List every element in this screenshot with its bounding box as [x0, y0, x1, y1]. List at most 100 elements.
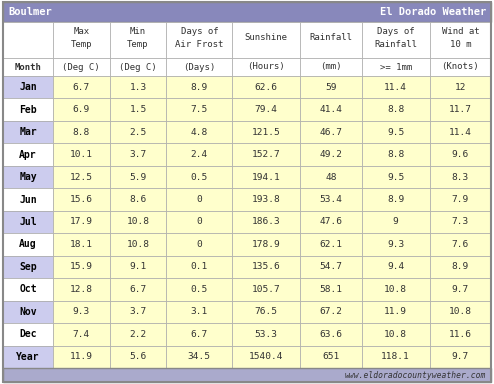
- Bar: [166, 323, 232, 346]
- Bar: [300, 166, 362, 188]
- Bar: [110, 143, 166, 166]
- Text: 10.8: 10.8: [126, 217, 150, 227]
- Text: May: May: [19, 172, 37, 182]
- Bar: [110, 76, 166, 98]
- Text: 79.4: 79.4: [255, 105, 278, 114]
- Text: 0: 0: [197, 240, 202, 249]
- Text: Sep: Sep: [19, 262, 37, 272]
- Text: Apr: Apr: [19, 150, 37, 160]
- Bar: [53, 98, 110, 121]
- Text: El Dorado Weather: El Dorado Weather: [380, 7, 486, 17]
- Text: Boulmer: Boulmer: [8, 7, 52, 17]
- Text: 63.6: 63.6: [320, 330, 342, 339]
- Bar: [232, 323, 300, 346]
- Bar: [110, 278, 166, 301]
- Text: 6.9: 6.9: [73, 105, 90, 114]
- Bar: [430, 256, 491, 278]
- Bar: [232, 211, 300, 233]
- Bar: [300, 323, 362, 346]
- Text: 8.9: 8.9: [452, 262, 469, 271]
- Text: Aug: Aug: [19, 240, 37, 250]
- Text: 0: 0: [197, 195, 202, 204]
- Bar: [53, 143, 110, 166]
- Text: 12.8: 12.8: [70, 285, 93, 294]
- Text: 1540.4: 1540.4: [249, 352, 284, 361]
- Text: 1.3: 1.3: [129, 83, 147, 92]
- Text: 9.6: 9.6: [452, 150, 469, 159]
- Text: Days of
Air Frost: Days of Air Frost: [175, 27, 223, 49]
- Text: 8.8: 8.8: [73, 127, 90, 137]
- Bar: [300, 278, 362, 301]
- Bar: [53, 188, 110, 211]
- Bar: [3, 256, 53, 278]
- Bar: [110, 188, 166, 211]
- Bar: [430, 98, 491, 121]
- Bar: [232, 256, 300, 278]
- Text: 59: 59: [325, 83, 337, 92]
- Text: 17.9: 17.9: [70, 217, 93, 227]
- Bar: [53, 121, 110, 143]
- Bar: [232, 278, 300, 301]
- Text: 105.7: 105.7: [252, 285, 281, 294]
- Bar: [110, 58, 166, 76]
- Bar: [110, 256, 166, 278]
- Text: 8.9: 8.9: [191, 83, 208, 92]
- Bar: [3, 211, 53, 233]
- Bar: [53, 211, 110, 233]
- Text: 6.7: 6.7: [73, 83, 90, 92]
- Bar: [53, 346, 110, 368]
- Bar: [232, 166, 300, 188]
- Bar: [430, 346, 491, 368]
- Bar: [53, 58, 110, 76]
- Bar: [300, 76, 362, 98]
- Text: 62.6: 62.6: [255, 83, 278, 92]
- Bar: [362, 58, 430, 76]
- Bar: [232, 22, 300, 58]
- Bar: [232, 188, 300, 211]
- Text: Feb: Feb: [19, 105, 37, 115]
- Bar: [362, 143, 430, 166]
- Bar: [362, 256, 430, 278]
- Bar: [232, 301, 300, 323]
- Bar: [53, 323, 110, 346]
- Text: 11.6: 11.6: [449, 330, 472, 339]
- Text: 18.1: 18.1: [70, 240, 93, 249]
- Text: 7.5: 7.5: [191, 105, 208, 114]
- Bar: [362, 166, 430, 188]
- Text: Dec: Dec: [19, 329, 37, 339]
- Bar: [166, 166, 232, 188]
- Text: 41.4: 41.4: [320, 105, 342, 114]
- Bar: [430, 58, 491, 76]
- Text: 193.8: 193.8: [252, 195, 281, 204]
- Bar: [3, 143, 53, 166]
- Text: Mar: Mar: [19, 127, 37, 137]
- Text: 7.3: 7.3: [452, 217, 469, 227]
- Text: 8.9: 8.9: [387, 195, 404, 204]
- Text: 9.7: 9.7: [452, 285, 469, 294]
- Bar: [53, 233, 110, 256]
- Text: 76.5: 76.5: [255, 307, 278, 316]
- Text: 2.4: 2.4: [191, 150, 208, 159]
- Bar: [430, 121, 491, 143]
- Bar: [166, 121, 232, 143]
- Text: 7.9: 7.9: [452, 195, 469, 204]
- Bar: [3, 22, 53, 58]
- Bar: [430, 278, 491, 301]
- Bar: [110, 323, 166, 346]
- Text: 3.7: 3.7: [129, 150, 147, 159]
- Bar: [3, 58, 53, 76]
- Bar: [430, 22, 491, 58]
- Bar: [53, 278, 110, 301]
- Bar: [53, 301, 110, 323]
- Bar: [232, 143, 300, 166]
- Text: 34.5: 34.5: [188, 352, 211, 361]
- Bar: [166, 211, 232, 233]
- Text: 9.3: 9.3: [73, 307, 90, 316]
- Bar: [53, 22, 110, 58]
- Text: 9.7: 9.7: [452, 352, 469, 361]
- Text: (Days): (Days): [183, 63, 215, 71]
- Text: 7.4: 7.4: [73, 330, 90, 339]
- Bar: [362, 323, 430, 346]
- Text: 5.6: 5.6: [129, 352, 147, 361]
- Text: 9.5: 9.5: [387, 172, 404, 182]
